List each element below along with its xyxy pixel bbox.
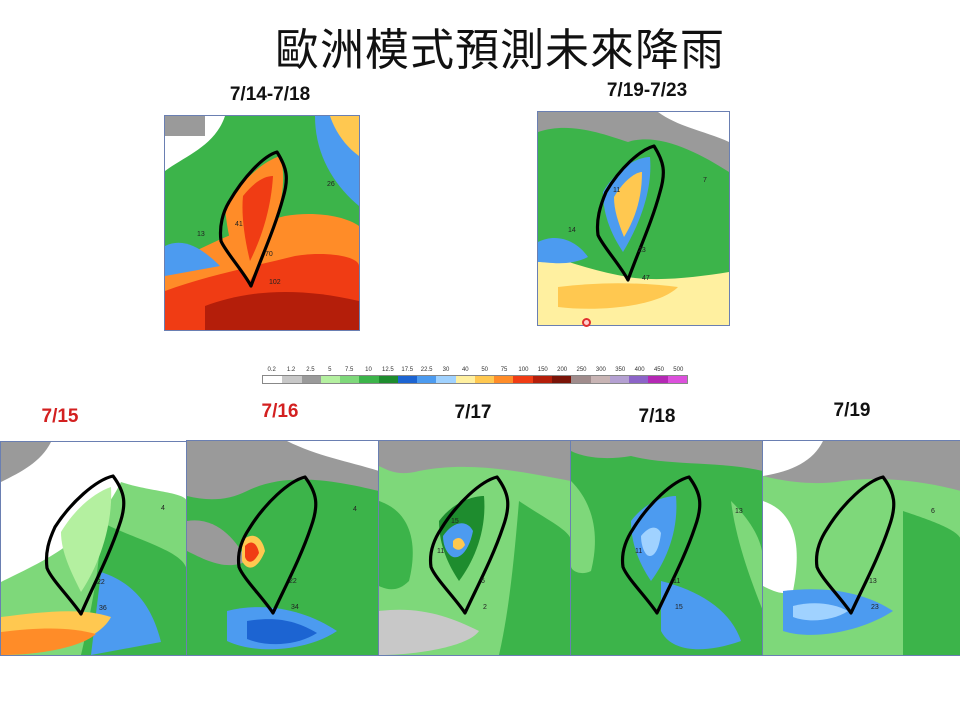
map-number: 6	[931, 508, 935, 515]
map-number: 34	[291, 604, 299, 611]
map-number: 70	[265, 251, 273, 258]
colorbar-segment	[282, 376, 302, 383]
colorbar-tick-label: 450	[653, 367, 664, 373]
period-label-2: 7/19-7/23	[606, 80, 688, 101]
map-number: 13	[735, 508, 743, 515]
rain-map-day-4: 11 11 15 13	[570, 440, 764, 656]
map-number: 13	[197, 231, 205, 238]
colorbar-segment	[629, 376, 649, 383]
colorbar-tick-label: 22.5	[420, 367, 433, 373]
colorbar-tick-label: 300	[595, 367, 606, 373]
page-title: 歐洲模式預測未來降雨	[275, 25, 725, 76]
colorbar-tick-label: 5	[328, 367, 332, 373]
date-label-1: 7/15	[41, 406, 79, 427]
colorbar-segment	[609, 376, 630, 383]
colorbar-segment	[417, 376, 437, 383]
colorbar-segment	[359, 376, 379, 383]
map-number: 2	[483, 604, 487, 611]
colorbar-tick-label: 150	[537, 367, 548, 373]
colorbar-segment	[513, 376, 533, 383]
map-number: 23	[638, 247, 646, 254]
map-number: 11	[437, 548, 444, 555]
colorbar-tick-label: 350	[615, 367, 626, 373]
colorbar-tick-label: 400	[634, 367, 645, 373]
colorbar-segment	[263, 376, 283, 383]
colorbar-segment	[532, 376, 552, 383]
rain-map-period-2: 11 14 23 47 7	[537, 111, 730, 326]
colorbar-tick-label: 1.2	[286, 367, 296, 373]
colorbar-tick-label: 250	[576, 367, 587, 373]
date-label-2: 7/16	[261, 401, 299, 422]
map-number: 4	[353, 506, 357, 513]
map-number: 14	[568, 227, 576, 234]
colorbar-ticks: 0.2 1.2 2.5 5 7.5 10 12.5 17.5 22.5 30 40 50 75 100 15…	[262, 367, 688, 375]
map-number: 4	[161, 505, 165, 512]
date-label-3: 7/17	[454, 402, 492, 423]
colorbar-segment	[455, 376, 475, 383]
colorbar-scale	[262, 375, 688, 384]
map-number: 13	[869, 578, 877, 585]
colorbar-segment	[340, 376, 360, 383]
colorbar-segment	[571, 376, 591, 383]
map-number: 11	[613, 187, 620, 194]
map-number: 41	[235, 221, 243, 228]
map-number: 15	[451, 518, 459, 525]
colorbar-segment	[301, 376, 321, 383]
date-label-4: 7/18	[638, 406, 676, 427]
colorbar-segment	[590, 376, 610, 383]
colorbar-segment	[436, 376, 456, 383]
rain-map-day-2: 22 34 4	[186, 440, 380, 656]
rain-map-period-1: 26 13 70 102 41	[164, 115, 360, 331]
location-marker	[582, 318, 591, 327]
colorbar-segment	[397, 376, 418, 383]
map-number: 15	[675, 604, 683, 611]
colorbar-segment	[551, 376, 572, 383]
colorbar-tick-label: 500	[673, 367, 684, 373]
colorbar-segment	[320, 376, 341, 383]
rain-map-day-5: 13 23 6	[762, 440, 960, 656]
colorbar-tick-label: 10	[365, 367, 372, 373]
colorbar-tick-label: 75	[500, 367, 508, 373]
colorbar-tick-label: 17.5	[401, 367, 414, 373]
colorbar-tick-label: 2.5	[306, 367, 315, 373]
colorbar-segment	[667, 376, 687, 383]
rainfall-colorbar: 0.2 1.2 2.5 5 7.5 10 12.5 17.5 22.5 30 40 50 75 100 15…	[262, 367, 688, 385]
map-number: 23	[871, 604, 879, 611]
map-number: 36	[99, 605, 107, 612]
map-number: 11	[673, 578, 680, 585]
map-number: 47	[642, 275, 650, 282]
colorbar-tick-label: 40	[461, 367, 469, 373]
colorbar-segment	[474, 376, 495, 383]
colorbar-segment	[378, 376, 398, 383]
rain-map-day-3: 15 11 6 2	[378, 440, 572, 656]
map-number: 7	[703, 177, 707, 184]
colorbar-tick-label: 30	[442, 367, 450, 373]
period-label-1: 7/14-7/18	[229, 84, 311, 105]
map-number: 11	[635, 548, 642, 555]
colorbar-tick-label: 200	[557, 367, 568, 373]
colorbar-tick-label: 12.5	[382, 367, 394, 373]
map-number: 22	[97, 579, 105, 586]
colorbar-tick-label: 0.2	[267, 367, 276, 373]
colorbar-tick-label: 100	[518, 367, 529, 373]
colorbar-tick-label: 7.5	[344, 367, 354, 373]
colorbar-segment	[648, 376, 668, 383]
map-number: 6	[481, 578, 485, 585]
colorbar-segment	[494, 376, 514, 383]
map-number: 26	[327, 181, 335, 188]
map-number: 22	[289, 578, 297, 585]
date-label-5: 7/19	[833, 400, 871, 421]
colorbar-tick-label: 50	[481, 367, 489, 373]
map-number: 102	[269, 279, 281, 286]
rain-map-day-1: 22 36 4	[0, 441, 188, 656]
